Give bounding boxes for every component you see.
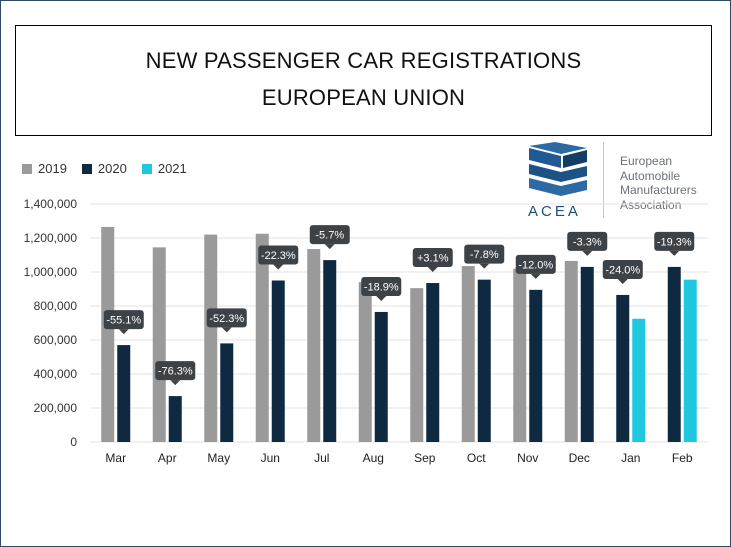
legend-label-2021: 2021 <box>157 161 187 176</box>
chart-title: NEW PASSENGER CAR REGISTRATIONS <box>145 48 582 73</box>
legend-item-2019: 2019 <box>22 161 67 176</box>
legend-item-2020: 2020 <box>81 161 127 176</box>
acea-fullname: European Automobile Manufacturers Associ… <box>620 154 697 212</box>
legend: 2019 2020 2021 <box>22 161 187 176</box>
legend-label-2020: 2020 <box>97 161 127 176</box>
title-box: NEW PASSENGER CAR REGISTRATIONS EUROPEAN… <box>15 25 712 136</box>
acea-line-3: Manufacturers <box>620 183 697 197</box>
legend-label-2019: 2019 <box>38 161 67 176</box>
acea-line-2: Automobile <box>620 168 681 183</box>
acea-line-1: European <box>620 154 673 168</box>
acea-acronym: ACEA <box>528 203 581 220</box>
legend-item-2021: 2021 <box>141 161 187 176</box>
legend-swatch-2020 <box>81 163 92 174</box>
acea-logo: ACEA European Automobile Manufacturers A… <box>525 140 725 222</box>
acea-line-4: Association <box>620 197 682 212</box>
legend-swatch-2019 <box>22 163 32 174</box>
legend-swatch-2021 <box>141 163 152 174</box>
acea-logo-icon <box>529 142 587 196</box>
logo-divider <box>603 142 604 218</box>
chart-subtitle: EUROPEAN UNION <box>261 85 466 110</box>
